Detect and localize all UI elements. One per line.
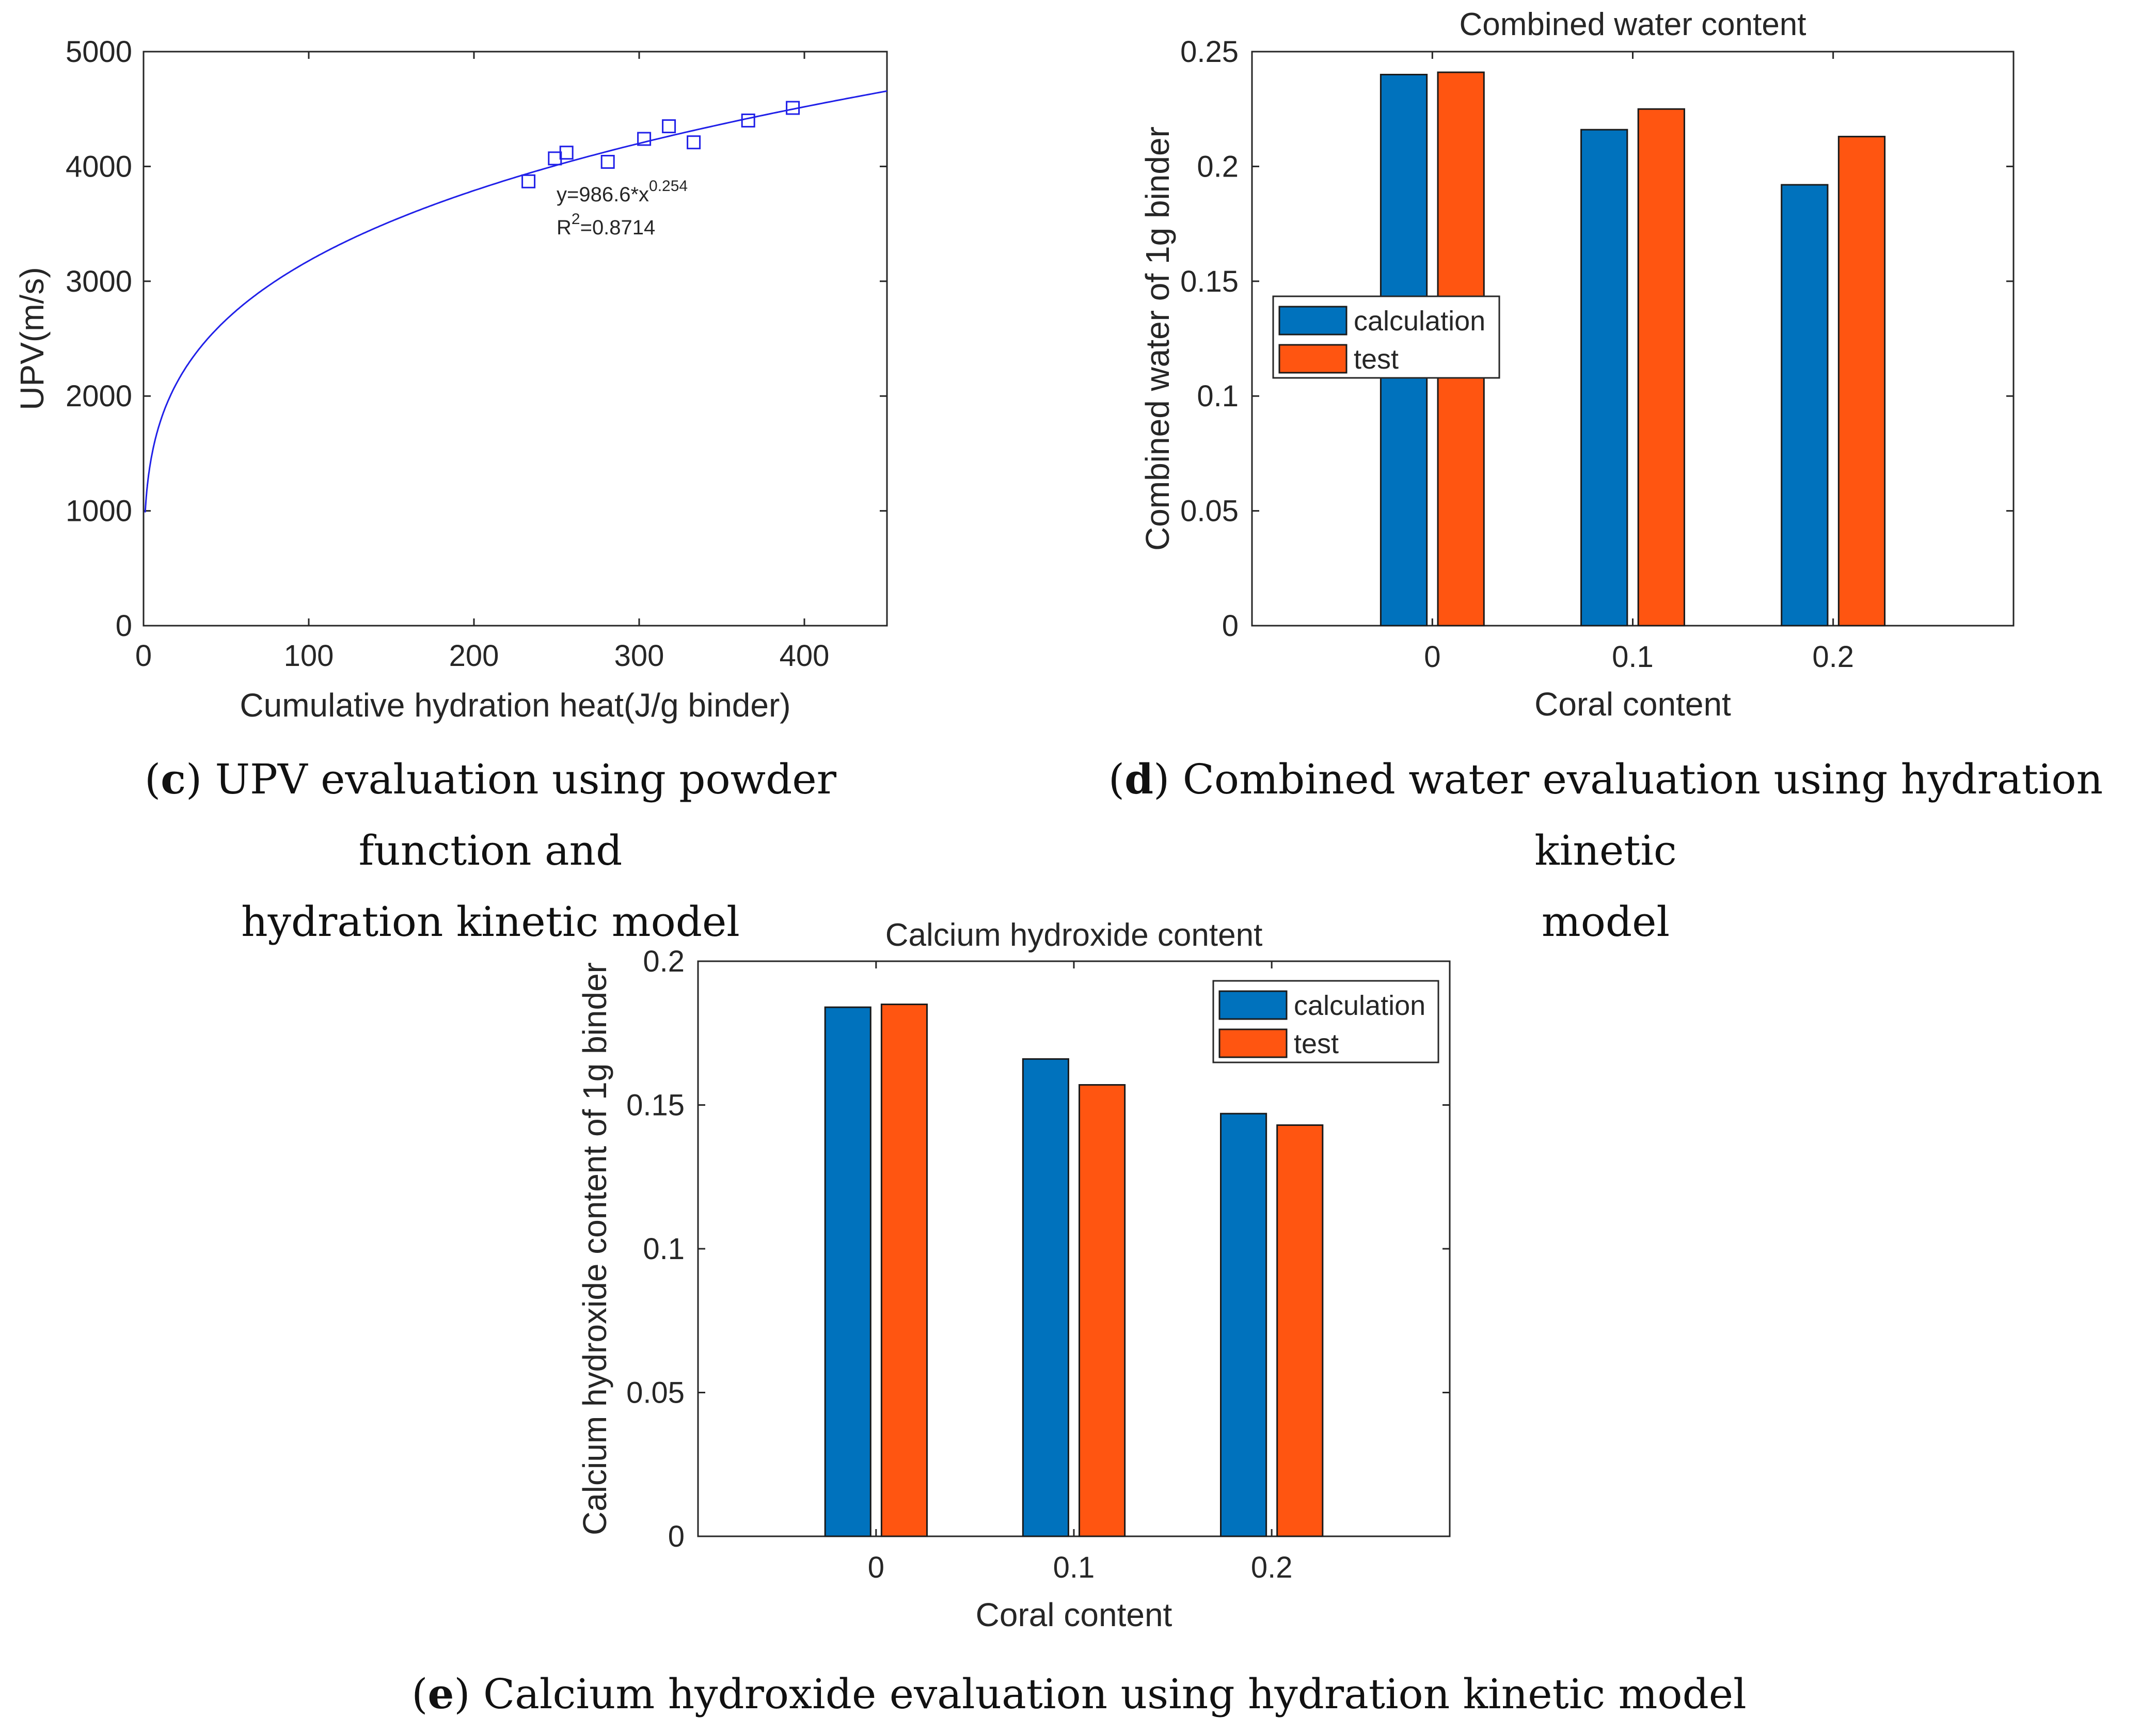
caption-c-letter: c — [161, 755, 186, 803]
chart-e-ytick-label: 0.1 — [643, 1232, 685, 1266]
chart-c-data-point — [559, 146, 574, 160]
chart-c-r2-exponent: 2 — [572, 211, 580, 228]
caption-d: (d) Combined water evaluation using hydr… — [1064, 743, 2148, 958]
chart-e-title: Calcium hydroxide content — [885, 917, 1263, 953]
caption-c: (c) UPV evaluation using powder function… — [72, 743, 909, 958]
chart-d-ytick-label: 0.2 — [1197, 150, 1239, 183]
chart-e-legend-swatch-test — [1218, 1028, 1288, 1058]
chart-e-xlabel: Coral content — [976, 1596, 1172, 1633]
chart-e-ytick-label: 0.15 — [626, 1089, 685, 1122]
chart-d-xtick-label: 0 — [1424, 640, 1440, 674]
chart-c-data-point — [687, 135, 701, 150]
chart-c-ytick-label: 3000 — [66, 265, 132, 298]
chart-d-legend-label-calculation: calculation — [1354, 306, 1485, 337]
chart-e-legend-label-calculation: calculation — [1294, 990, 1425, 1021]
chart-c-xtick-label: 0 — [135, 639, 152, 673]
chart-c-data-point — [521, 174, 536, 188]
chart-d-xtick-label: 0.2 — [1812, 640, 1854, 674]
chart-c-eq-exponent: 0.254 — [649, 178, 688, 195]
chart-d-legend-label-test: test — [1354, 344, 1399, 375]
caption-e-line1: (e) Calcium hydroxide evaluation using h… — [411, 1670, 1747, 1718]
chart-c-data-point — [662, 119, 676, 134]
caption-d-line2: model — [1541, 898, 1670, 946]
chart-c-ylabel: UPV(m/s) — [13, 267, 51, 410]
chart-d-xlabel: Coral content — [1534, 686, 1731, 723]
caption-c-line2: hydration kinetic model — [241, 898, 740, 946]
chart-d-bar-calculation — [1781, 184, 1829, 627]
chart-c-fit-curve — [144, 90, 887, 513]
chart-e-bar-test — [1079, 1084, 1126, 1537]
chart-c-fit-equation: y=986.6*x0.254 — [557, 178, 688, 206]
chart-c-data-point — [786, 101, 800, 115]
chart-c-data-point — [741, 113, 755, 128]
chart-c-ytick-label: 2000 — [66, 379, 132, 413]
chart-c-data-point — [637, 132, 652, 146]
chart-c-r2-value: =0.8714 — [580, 216, 656, 239]
caption-c-text1: UPV evaluation using powder function and — [215, 755, 836, 875]
chart-d-ytick-label: 0.15 — [1180, 265, 1239, 298]
chart-c-xlabel: Cumulative hydration heat(J/g binder) — [240, 687, 790, 724]
caption-e-letter: e — [427, 1670, 454, 1718]
chart-d-bar-calculation — [1580, 129, 1628, 627]
chart-e-legend-swatch-calculation — [1218, 990, 1288, 1020]
caption-d-letter: d — [1124, 755, 1154, 803]
chart-c-xtick-label: 100 — [284, 639, 334, 673]
chart-c-ytick-label: 4000 — [66, 150, 132, 183]
chart-e-bar-calculation — [824, 1006, 871, 1537]
chart-d-ytick-label: 0.05 — [1180, 495, 1239, 528]
caption-d-line1: (d) Combined water evaluation using hydr… — [1108, 755, 2103, 875]
chart-e-xtick-label: 0.2 — [1251, 1551, 1293, 1584]
chart-d-title: Combined water content — [1459, 7, 1806, 42]
chart-c-xtick-label: 200 — [449, 639, 499, 673]
caption-e-text1: Calcium hydroxide evaluation using hydra… — [483, 1670, 1747, 1718]
chart-d-legend-swatch-calculation — [1278, 306, 1348, 336]
chart-c-xtick-label: 300 — [614, 639, 664, 673]
chart-d-ytick-label: 0.1 — [1197, 379, 1239, 413]
chart-e-bar-calculation — [1022, 1058, 1069, 1537]
chart-c — [142, 51, 888, 627]
chart-e-legend-label-test: test — [1294, 1028, 1339, 1059]
chart-e-ytick-label: 0 — [668, 1520, 685, 1553]
chart-c-eq-base: y=986.6*x — [557, 183, 649, 206]
chart-d-legend-swatch-test — [1278, 344, 1348, 374]
chart-c-r2-base: R — [557, 216, 572, 239]
chart-c-ytick-label: 1000 — [66, 495, 132, 528]
chart-d — [1251, 51, 2015, 627]
caption-d-text1: Combined water evaluation using hydratio… — [1182, 755, 2103, 875]
chart-e-bar-test — [880, 1004, 928, 1537]
chart-c-fit-r2: R2=0.8714 — [557, 211, 655, 239]
chart-c-xtick-label: 400 — [780, 639, 830, 673]
chart-e-bar-calculation — [1219, 1112, 1267, 1537]
chart-d-bar-test — [1637, 108, 1685, 627]
chart-d-ytick-label: 0.25 — [1180, 35, 1239, 69]
chart-e-ytick-label: 0.2 — [643, 945, 685, 978]
chart-d-ytick-label: 0 — [1222, 609, 1239, 643]
chart-e-xtick-label: 0 — [868, 1551, 884, 1584]
chart-c-ytick-label: 5000 — [66, 35, 132, 69]
chart-d-bar-test — [1837, 136, 1886, 627]
chart-d-ylabel: Combined water of 1g binder — [1139, 126, 1176, 551]
caption-e: (e) Calcium hydroxide evaluation using h… — [341, 1658, 1817, 1730]
chart-e-xtick-label: 0.1 — [1053, 1551, 1095, 1584]
chart-c-plot-area — [142, 51, 888, 627]
chart-e — [697, 960, 1451, 1537]
chart-e-bar-test — [1276, 1124, 1324, 1537]
chart-c-data-point — [600, 155, 615, 169]
chart-e-ylabel: Calcium hydroxide content of 1g binder — [576, 962, 613, 1535]
chart-c-ytick-label: 0 — [116, 609, 132, 643]
chart-e-ytick-label: 0.05 — [626, 1376, 685, 1410]
chart-d-xtick-label: 0.1 — [1612, 640, 1654, 674]
caption-c-line1: (c) UPV evaluation using powder function… — [145, 755, 836, 875]
